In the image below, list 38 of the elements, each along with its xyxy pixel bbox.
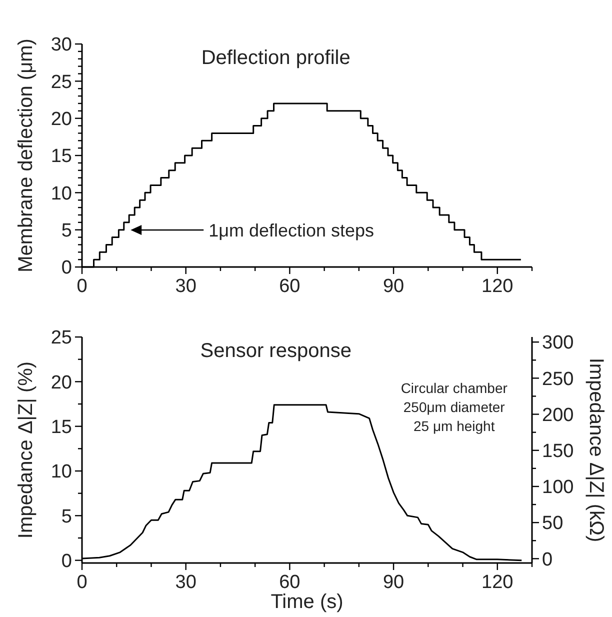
y2-tick-label: 100 xyxy=(542,477,574,498)
annotation: 1μm deflection steps xyxy=(208,220,374,240)
y-tick-label: 0 xyxy=(61,258,72,279)
y-tick-label: 15 xyxy=(50,146,72,168)
y2-tick-label: 200 xyxy=(542,404,574,426)
y-tick-label: 15 xyxy=(50,416,72,438)
annotation: Circular chamber 250μm diameter 25 μm height xyxy=(400,380,508,434)
x-tick-label: 0 xyxy=(76,276,88,297)
y2-tick-label: 150 xyxy=(542,441,574,462)
y-tick-label: 20 xyxy=(50,372,72,394)
x-tick-label: 120 xyxy=(482,572,514,593)
y-tick-label: 5 xyxy=(61,220,72,242)
y-tick-label: 10 xyxy=(50,462,72,483)
y-tick-label: 5 xyxy=(61,506,72,528)
x-axis-title: Time (s) xyxy=(270,591,344,613)
y2-tick-label: 250 xyxy=(542,368,574,390)
x-tick-label: 30 xyxy=(175,276,196,297)
y2-tick-label: 300 xyxy=(542,332,574,354)
x-tick-label: 90 xyxy=(382,572,404,593)
y2-tick-label: 0 xyxy=(542,549,553,570)
y-tick-label: 0 xyxy=(61,550,72,572)
y2-tick-label: 50 xyxy=(542,513,564,534)
x-tick-label: 60 xyxy=(279,572,300,593)
y-axis-title: Impedance Δ|Z| (%) xyxy=(15,361,37,539)
y-tick-label: 10 xyxy=(50,183,72,204)
y-axis-title: Membrane deflection (μm) xyxy=(15,38,37,272)
x-tick-label: 0 xyxy=(76,572,88,593)
y-tick-label: 20 xyxy=(50,108,72,130)
x-tick-label: 60 xyxy=(279,276,300,297)
x-tick-label: 90 xyxy=(382,276,404,297)
y-tick-label: 25 xyxy=(50,328,72,349)
y-tick-label: 30 xyxy=(50,34,72,56)
chart-title: Deflection profile xyxy=(201,47,350,69)
x-tick-label: 120 xyxy=(482,276,514,297)
y2-axis-title: Impedance Δ|Z| (kΩ) xyxy=(585,358,607,542)
chart-title: Sensor response xyxy=(200,340,352,362)
x-tick-label: 30 xyxy=(175,572,196,593)
y-tick-label: 25 xyxy=(50,72,72,93)
